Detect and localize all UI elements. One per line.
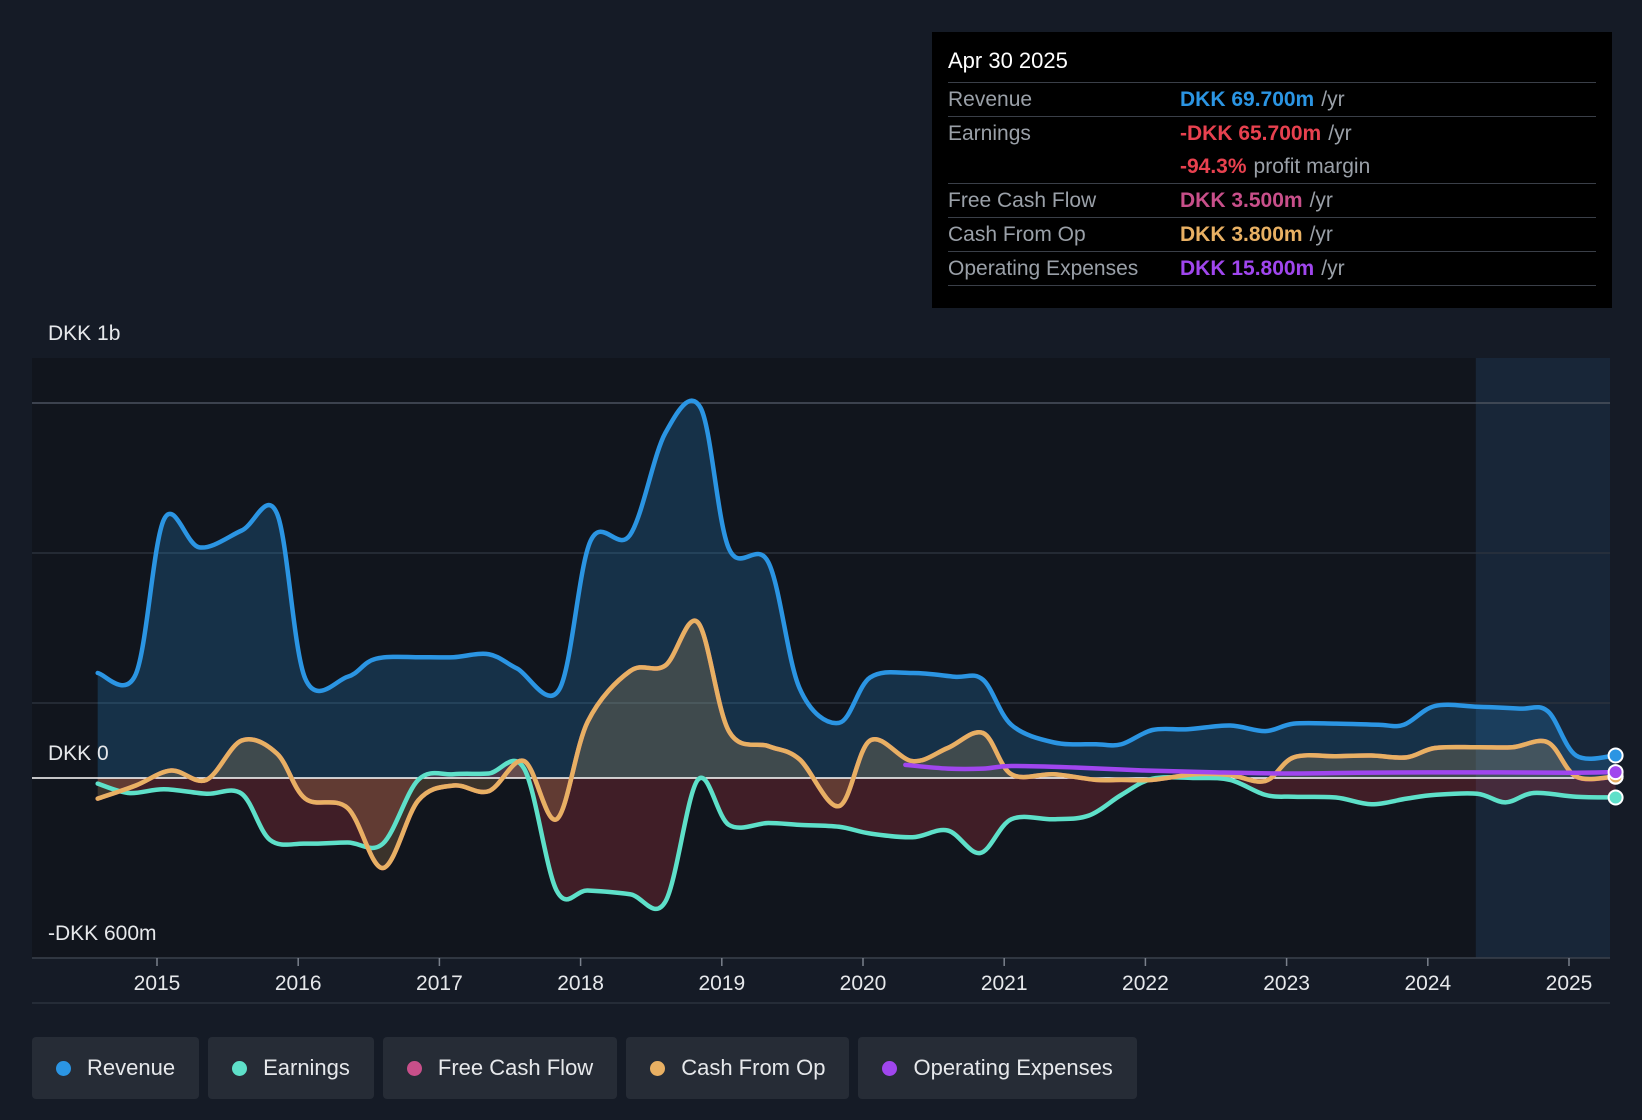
x-tick-label: 2019	[698, 972, 745, 995]
legend-dot-icon	[232, 1060, 248, 1076]
tooltip-value: -94.3%	[1180, 154, 1247, 178]
tooltip-label: Cash From Op	[948, 222, 1086, 246]
line-cash-from-op	[95, 618, 1618, 871]
legend-label: Operating Expenses	[913, 1055, 1113, 1080]
legend-item-free-cash-flow[interactable]: Free Cash Flow	[382, 1037, 618, 1099]
tooltip-unit: /yr	[1321, 87, 1345, 111]
tooltip-value: DKK 15.800m	[1180, 256, 1315, 280]
tooltip-panel: Apr 30 2025 Revenue DKK 69.700m /yr Earn…	[932, 32, 1612, 308]
x-tick-label: 2020	[840, 972, 887, 995]
series-areas	[97, 400, 1616, 909]
tooltip-row-cash-from-op: Cash From Op DKK 3.800m /yr	[948, 217, 1596, 251]
tooltip-value: DKK 3.500m	[1180, 188, 1303, 212]
tooltip-label: Earnings	[948, 121, 1031, 145]
x-tick-label: 2021	[981, 972, 1028, 995]
tooltip-unit: /yr	[1328, 121, 1352, 145]
x-tick-label: 2022	[1122, 972, 1169, 995]
gridlines	[32, 402, 1610, 1004]
legend-dot-icon	[650, 1060, 666, 1076]
tooltip-unit: /yr	[1309, 222, 1333, 246]
tooltip-row-operating-expenses: Operating Expenses DKK 15.800m /yr	[948, 251, 1596, 286]
legend-item-earnings[interactable]: Earnings	[208, 1037, 374, 1099]
endpoint-operating-expenses	[1607, 764, 1624, 781]
series-endpoints	[1607, 747, 1624, 806]
area-earnings	[97, 760, 1616, 909]
line-operating-expenses	[903, 762, 1618, 776]
tooltip-value: DKK 3.800m	[1180, 222, 1303, 246]
legend-item-operating-expenses[interactable]: Operating Expenses	[858, 1037, 1137, 1099]
y-label-bottom: -DKK 600m	[48, 922, 157, 945]
legend-item-cash-from-op[interactable]: Cash From Op	[626, 1037, 850, 1099]
legend-dot-icon	[406, 1060, 422, 1076]
endpoint-earnings	[1607, 789, 1624, 806]
line-revenue	[95, 398, 1618, 761]
x-tick-label: 2017	[416, 972, 463, 995]
legend-label: Earnings	[263, 1055, 350, 1080]
series-lines	[32, 398, 1618, 912]
tooltip-date: Apr 30 2025	[948, 48, 1068, 73]
legend-item-revenue[interactable]: Revenue	[32, 1037, 200, 1099]
x-tick-label: 2018	[557, 972, 604, 995]
legend-label: Free Cash Flow	[437, 1055, 594, 1080]
tooltip-label: Operating Expenses	[948, 256, 1139, 280]
tooltip-label: Revenue	[948, 87, 1033, 111]
plot-background	[32, 358, 1610, 958]
endpoint-revenue	[1607, 747, 1624, 764]
x-tick-label: 2024	[1404, 972, 1451, 995]
legend-dot-icon	[56, 1060, 71, 1076]
x-axis: 2015 2016 2017 2018 2019 2020 2021 2022 2023 2024…	[134, 958, 1593, 995]
tooltip-unit: /yr	[1309, 188, 1333, 212]
legend-label: Cash From Op	[681, 1055, 826, 1080]
tooltip-value: -DKK 65.700m	[1180, 121, 1322, 145]
tooltip-value: DKK 69.700m	[1180, 87, 1315, 111]
area-revenue	[97, 400, 1616, 778]
tooltip-row-earnings: Earnings -DKK 65.700m /yr	[948, 116, 1596, 150]
forecast-region	[1475, 358, 1610, 958]
legend: Revenue Earnings Free Cash Flow Cash Fro…	[32, 1037, 1137, 1099]
tooltip-row-profit-margin: -94.3% profit margin	[948, 150, 1596, 183]
y-label-top: DKK 1b	[48, 322, 120, 345]
x-tick-label: 2023	[1263, 972, 1310, 995]
tooltip-row-free-cash-flow: Free Cash Flow DKK 3.500m /yr	[948, 183, 1596, 217]
y-label-zero: DKK 0	[48, 742, 109, 765]
tooltip-label: Free Cash Flow	[948, 188, 1097, 212]
x-tick-label: 2016	[275, 972, 322, 995]
tooltip-row-revenue: Revenue DKK 69.700m /yr	[948, 82, 1596, 116]
tooltip-unit: /yr	[1321, 256, 1345, 280]
line-earnings	[95, 758, 1618, 912]
x-tick-label: 2015	[134, 972, 181, 995]
legend-dot-icon	[882, 1060, 898, 1076]
legend-label: Revenue	[87, 1055, 176, 1080]
x-tick-label: 2025	[1546, 972, 1593, 995]
tooltip-unit: profit margin	[1253, 154, 1371, 178]
